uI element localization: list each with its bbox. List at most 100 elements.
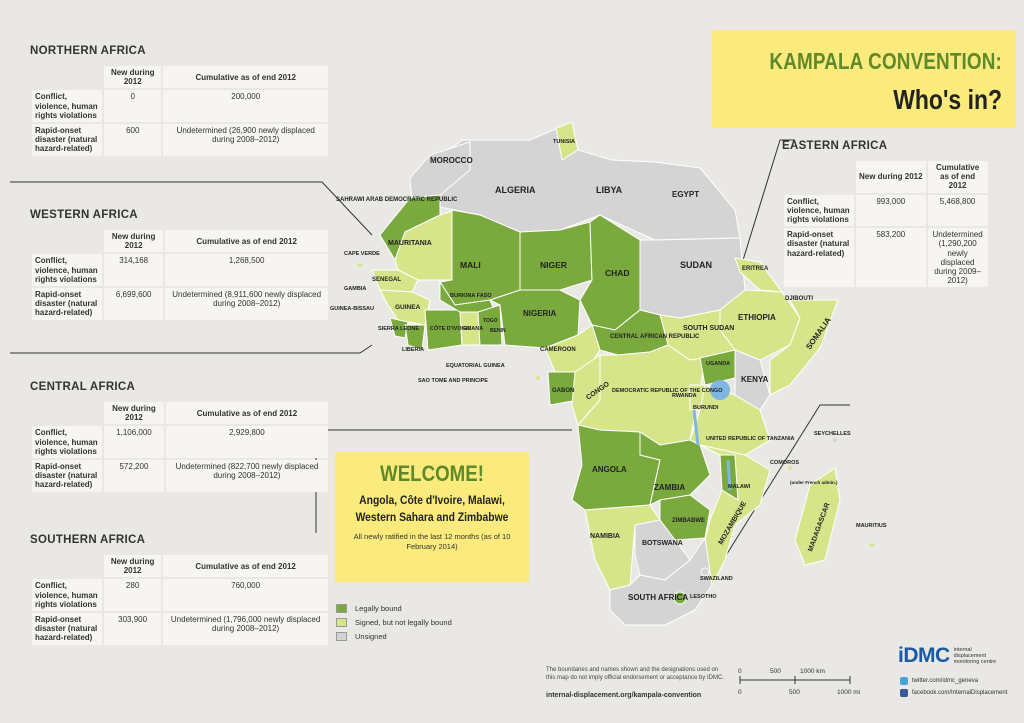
- row-label-conflict: Conflict, violence, human rights violati…: [32, 90, 102, 122]
- label-tanzania: UNITED REPUBLIC OF TANZANIA: [706, 436, 795, 442]
- label-namibia: NAMIBIA: [590, 533, 620, 540]
- country-swaziland: [700, 567, 710, 577]
- col-new: New during 2012: [856, 161, 926, 193]
- row-label-conflict: Conflict, violence, human rights violati…: [32, 426, 102, 458]
- row-label-disaster: Rapid-onset disaster (natural hazard-rel…: [32, 287, 102, 320]
- footer-url-link[interactable]: internal-displacement.org/kampala-conven…: [546, 692, 702, 699]
- cell-conflict-new: 280: [104, 579, 162, 611]
- region-northern: NORTHERN AFRICA New during 2012 Cumulativ…: [30, 45, 330, 158]
- twitter-label: twitter.com/idmc_geneva: [912, 678, 979, 684]
- facebook-icon: [900, 689, 908, 697]
- welcome-title: WELCOME!: [380, 461, 484, 486]
- label-gambia: GAMBIA: [344, 286, 366, 292]
- row-label-disaster: Rapid-onset disaster (natural hazard-rel…: [32, 459, 102, 492]
- title-line-1: KAMPALA CONVENTION:: [769, 48, 1002, 74]
- label-cotedivoire: CÔTE D'IVOIRE: [430, 324, 471, 332]
- country-namibia: [584, 504, 661, 591]
- label-kenya: KENYA: [741, 375, 768, 384]
- country-madagascar: [794, 467, 841, 566]
- label-uganda: UGANDA: [706, 361, 730, 367]
- facebook-link[interactable]: facebook.com/InternalDisplacement: [900, 689, 1007, 697]
- welcome-box: WELCOME! Angola, Côte d'Ivoire, Malawi, …: [335, 452, 529, 582]
- label-lesotho: LESOTHO: [690, 594, 717, 600]
- col-cumulative: Cumulative as of end 2012: [165, 230, 328, 253]
- label-car: CENTRAL AFRICAN REPUBLIC: [610, 334, 700, 340]
- label-saotome: SAO TOME AND PRINCIPE: [418, 378, 488, 384]
- country-togobenin: [477, 304, 503, 346]
- label-southsudan: SOUTH SUDAN: [683, 325, 734, 332]
- country-lesotho: [673, 591, 687, 605]
- label-eritrea: ERITREA: [742, 266, 769, 272]
- cell-conflict-new: 0: [104, 90, 162, 122]
- region-western: WESTERN AFRICA New during 2012 Cumulative…: [30, 209, 330, 322]
- label-djibouti: DJIBOUTI: [785, 296, 813, 302]
- row-label-conflict: Conflict, violence, human rights violati…: [32, 254, 102, 286]
- cell-conflict-cum: 2,929,800: [165, 426, 328, 458]
- scale-km-500: 500: [770, 668, 781, 675]
- legend-swatch: [336, 632, 347, 641]
- legend-item-signed: Signed, but not legally bound: [336, 618, 452, 627]
- cell-disaster-cum: Undetermined (26,900 newly displaced dur…: [163, 123, 328, 156]
- label-sudan: SUDAN: [680, 260, 712, 270]
- label-seychelles: SEYCHELLES: [814, 431, 851, 437]
- col-new: New during 2012: [104, 402, 164, 425]
- lake-victoria: [710, 380, 730, 400]
- label-capeverde: CAPE VERDE: [344, 251, 380, 257]
- label-tunisia: TUNISIA: [553, 139, 575, 145]
- region-eastern: EASTERN AFRICA New during 2012 Cumulative…: [782, 140, 1012, 289]
- row-label-disaster: Rapid-onset disaster (natural hazard-rel…: [32, 123, 102, 156]
- label-southafrica: SOUTH AFRICA: [628, 593, 688, 602]
- row-label-disaster: Rapid-onset disaster (natural hazard-rel…: [784, 228, 854, 288]
- region-central: CENTRAL AFRICA New during 2012 Cumulative…: [30, 381, 330, 494]
- legend-swatch: [336, 618, 347, 627]
- label-senegal: SENEGAL: [372, 277, 401, 283]
- row-label-disaster: Rapid-onset disaster (natural hazard-rel…: [32, 612, 102, 645]
- label-mayotte: (under French admin.): [790, 480, 838, 485]
- label-angola: ANGOLA: [592, 465, 627, 474]
- col-cumulative: Cumulative as of end 2012: [927, 161, 988, 193]
- island-saotome: [536, 376, 540, 380]
- cell-disaster-cum: Undetermined (822,700 newly displaced du…: [165, 459, 328, 492]
- country-tunisia: [555, 121, 579, 161]
- region-title: WESTERN AFRICA: [30, 209, 138, 221]
- legend-label: Legally bound: [355, 604, 402, 613]
- label-morocco: MOROCCO: [430, 156, 473, 165]
- cell-disaster-new: 583,200: [856, 228, 926, 288]
- twitter-link[interactable]: twitter.com/idmc_geneva: [900, 677, 978, 685]
- label-mauritius: MAURITIUS: [856, 523, 887, 529]
- label-mauritania: MAURITANIA: [388, 240, 432, 247]
- label-burundi: BURUNDI: [693, 405, 719, 411]
- lake-malawi: [726, 459, 732, 491]
- scale-bar: [739, 676, 851, 684]
- region-title: NORTHERN AFRICA: [30, 45, 146, 57]
- cell-disaster-cum: Undetermined (1,290,200 newly displaced …: [927, 228, 988, 288]
- label-ghana: GHANA: [463, 326, 483, 332]
- region-southern: SOUTHERN AFRICA New during 2012 Cumulativ…: [30, 534, 330, 647]
- cell-disaster-new: 572,200: [104, 459, 164, 492]
- lake-tanganyika: [692, 409, 700, 446]
- label-sierraleone: SIERRA LEONE: [378, 326, 419, 332]
- label-guineabissau: GUINEA-BISSAU: [330, 306, 374, 312]
- idmc-description: internal displacement monitoring centre: [953, 646, 997, 666]
- legend-swatch: [336, 604, 347, 613]
- cell-disaster-cum: Undetermined (8,911,600 newly displaced …: [165, 287, 328, 320]
- island-seychelles: [833, 438, 837, 442]
- scale-km-0: 0: [738, 668, 742, 675]
- scale-mi-500: 500: [789, 689, 800, 696]
- legend-label: Unsigned: [355, 632, 387, 641]
- stats-table: New during 2012 Cumulative as of end 2012…: [30, 400, 330, 494]
- label-eqguinea: EQUATORIAL GUINEA: [446, 363, 505, 369]
- cell-conflict-new: 993,000: [856, 194, 926, 227]
- row-label-conflict: Conflict, violence, human rights violati…: [32, 579, 102, 611]
- label-guinea: GUINEA: [395, 304, 421, 311]
- cell-conflict-cum: 760,000: [163, 579, 328, 611]
- country-southafrica: [609, 536, 713, 626]
- scale-mi-0: 0: [738, 689, 742, 696]
- label-togo: TOGO: [483, 318, 498, 324]
- row-label-conflict: Conflict, violence, human rights violati…: [784, 194, 854, 227]
- country-senegal: [371, 269, 419, 293]
- label-burkinafaso: BURKINA FASO: [450, 293, 492, 299]
- label-swaziland: SWAZILAND: [700, 576, 733, 582]
- cell-conflict-cum: 200,000: [163, 90, 328, 122]
